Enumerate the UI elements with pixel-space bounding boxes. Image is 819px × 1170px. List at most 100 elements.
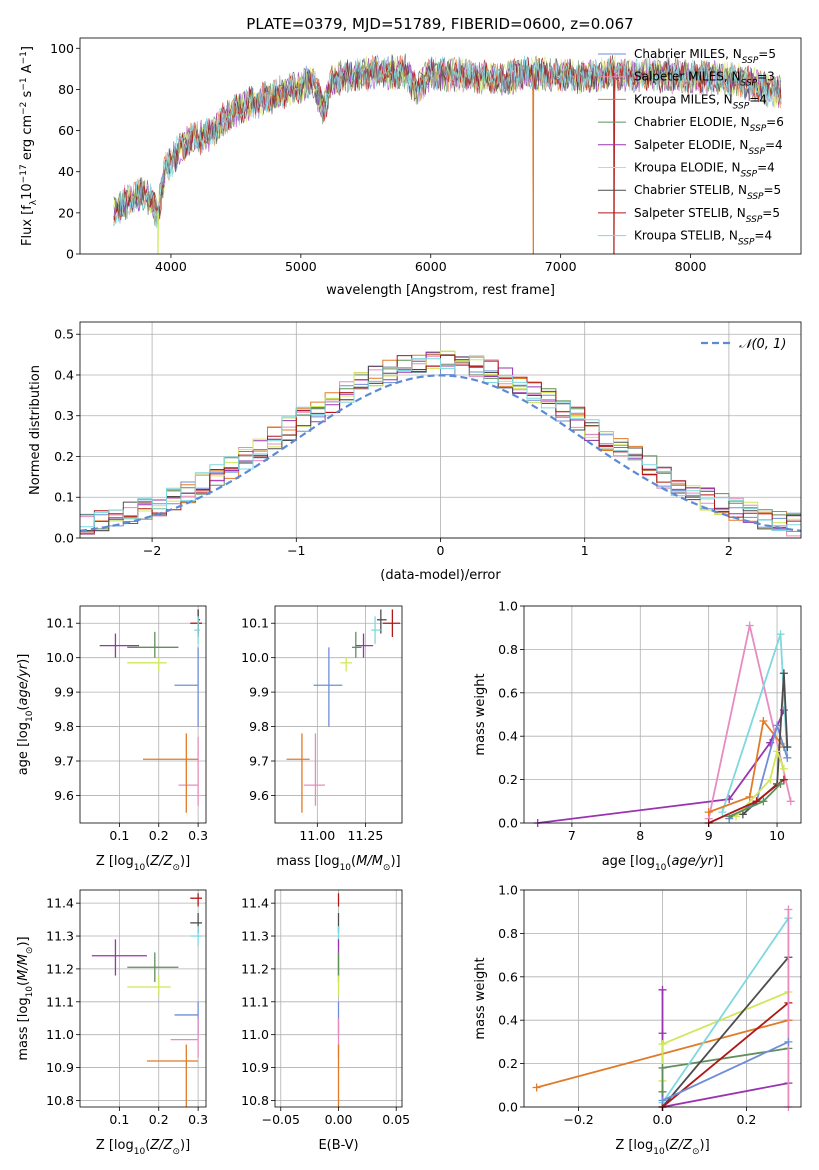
legend-label-kroupa-miles-part: =4: [749, 92, 767, 106]
legend-label-chabrier-miles-part: SSP: [742, 56, 759, 66]
y-axis-label-part: ⊙: [25, 947, 35, 955]
x-axis-label-part: ⊙: [172, 1147, 180, 1157]
point-kroupa-miles: [146, 1044, 199, 1107]
legend-label-kroupa-stelib: Kroupa STELIB, NSSP=4: [634, 229, 772, 248]
series-line: [735, 748, 785, 818]
y-tick-label: 11.4: [46, 896, 74, 911]
x-tick-label: 0.2: [736, 1112, 756, 1127]
y-tick-label: 100: [50, 41, 74, 56]
x-axis-label-part: 10: [655, 863, 667, 873]
gaussian-curve: [79, 374, 802, 532]
panel-mass-age: 11.00 11.25 9.6 9.7 9.8 9.9 10.0 10.1 mass [log1…: [241, 605, 403, 873]
series-marker: [783, 743, 792, 752]
y-tick-label: 11.1: [241, 994, 269, 1009]
y-tick-label: 0.3: [54, 408, 74, 423]
y-tick-label: 0.6: [498, 685, 518, 700]
series-marker: [759, 797, 768, 806]
legend-label-salpeter-miles: Salpeter MILES, NSSP=3: [634, 70, 775, 89]
x-tick-label: −0.2: [563, 1112, 593, 1127]
y-tick-label: 0.8: [498, 926, 518, 941]
point-kroupa-stelib: [194, 616, 201, 644]
point-chabrier-miles: [174, 647, 199, 727]
y-axis-label-part: A: [20, 64, 35, 77]
y-tick-label: 20: [58, 205, 74, 220]
series-line: [661, 1002, 789, 1108]
y-axis-label: mass weight: [473, 957, 488, 1039]
series-marker: [779, 764, 788, 773]
panel-ebv-mass: −0.05 0.00 0.05 10.8 10.9 11.0 11.1 11.2 11.3 11.…: [241, 889, 410, 1153]
y-axis-label-part: M/M: [16, 954, 31, 981]
y-axis-label-part: 10: [25, 710, 35, 722]
figure-title: PLATE=0379, MJD=51789, FIBERID=0600, z=0…: [246, 15, 633, 33]
series-marker: [738, 810, 747, 819]
y-tick-label: 0: [66, 247, 74, 262]
x-axis-label-part: )]: [713, 854, 723, 869]
y-tick-label: 40: [58, 164, 74, 179]
series-marker: [786, 797, 795, 806]
y-axis-label-part: (: [16, 981, 31, 986]
y-tick-label: 0.0: [54, 531, 74, 546]
axes-frame: [79, 605, 207, 824]
series-line: [661, 956, 790, 1108]
x-axis-label-part: Z/Z: [149, 854, 173, 869]
panel-z-mass: 0.1 0.2 0.3 10.8 10.9 11.0 11.1 11.2 11.3 11.4 Z […: [16, 889, 208, 1157]
y-axis-label: mass [log10(M/M⊙)]: [16, 936, 35, 1060]
x-axis-label-part: 10: [134, 1147, 146, 1157]
x-tick-label: 0.00: [325, 1112, 353, 1127]
y-tick-label: 60: [58, 123, 74, 138]
y-tick-label: 1.0: [498, 883, 518, 898]
series-kroupa-elodie: [732, 747, 788, 821]
legend-label-chabrier-miles-part: Chabrier MILES, N: [634, 47, 742, 61]
x-tick-label: 10: [769, 828, 785, 843]
y-tick-label: 11.0: [46, 1027, 74, 1042]
x-axis-label-part: M/M: [356, 854, 383, 869]
series-marker: [766, 775, 775, 784]
series-marker: [779, 669, 788, 678]
y-axis-label-part: )]: [16, 654, 31, 664]
point-salpeter-elodie: [355, 633, 374, 658]
series-marker: [783, 753, 792, 762]
y-tick-label: 0.0: [498, 816, 518, 831]
series-marker: [718, 808, 727, 817]
legend-label-salpeter-stelib-part: SSP: [746, 215, 763, 225]
x-tick-label: 11.25: [348, 828, 384, 843]
histogram-kroupa-stelib: [80, 355, 801, 531]
x-axis-label-part: (: [351, 854, 356, 869]
x-axis-label-part: )]: [180, 854, 190, 869]
legend-label-gaussian: 𝒩(0, 1): [739, 337, 786, 352]
axes-frame: [79, 37, 802, 255]
plot-area: [533, 621, 795, 827]
spectrum-line-salpeter-elodie: [113, 58, 782, 221]
series-marker: [776, 779, 785, 788]
series-chabrier-elodie: [725, 779, 785, 821]
point-chabrier-elodie: [127, 631, 179, 658]
x-axis-label-part: (: [145, 854, 150, 869]
x-tick-label: 0.05: [382, 1112, 410, 1127]
y-tick-label: 11.2: [241, 961, 269, 976]
point-kroupa-miles: [143, 733, 199, 813]
plot-area: [113, 53, 782, 255]
x-tick-label: 4000: [155, 259, 187, 274]
y-tick-label: 11.4: [241, 896, 269, 911]
legend-label-kroupa-miles-part: SSP: [733, 101, 750, 111]
x-tick-label: 9: [705, 828, 713, 843]
series-marker: [658, 1096, 667, 1105]
y-tick-label: 10.8: [46, 1093, 74, 1108]
y-tick-label: 10.1: [46, 616, 74, 631]
series-chabrier-miles: [658, 1037, 793, 1105]
spectrum-line-kroupa-stelib: [113, 55, 782, 229]
series-marker: [773, 747, 782, 756]
y-tick-label: 80: [58, 82, 74, 97]
point-chabrier-miles: [313, 647, 343, 727]
x-tick-label: 0.1: [109, 828, 129, 843]
y-tick-label: 11.0: [241, 1027, 269, 1042]
point-kroupa-miles: [286, 733, 310, 813]
point-kroupa-elodie: [340, 657, 352, 672]
y-tick-label: 1.0: [498, 599, 518, 614]
x-axis-label-part: ⊙: [383, 863, 391, 873]
x-axis-label-part: age [log: [602, 854, 655, 869]
point-chabrier-elodie: [351, 631, 362, 658]
x-tick-label: 8: [636, 828, 644, 843]
series-marker: [779, 775, 788, 784]
series-marker: [784, 1037, 793, 1046]
